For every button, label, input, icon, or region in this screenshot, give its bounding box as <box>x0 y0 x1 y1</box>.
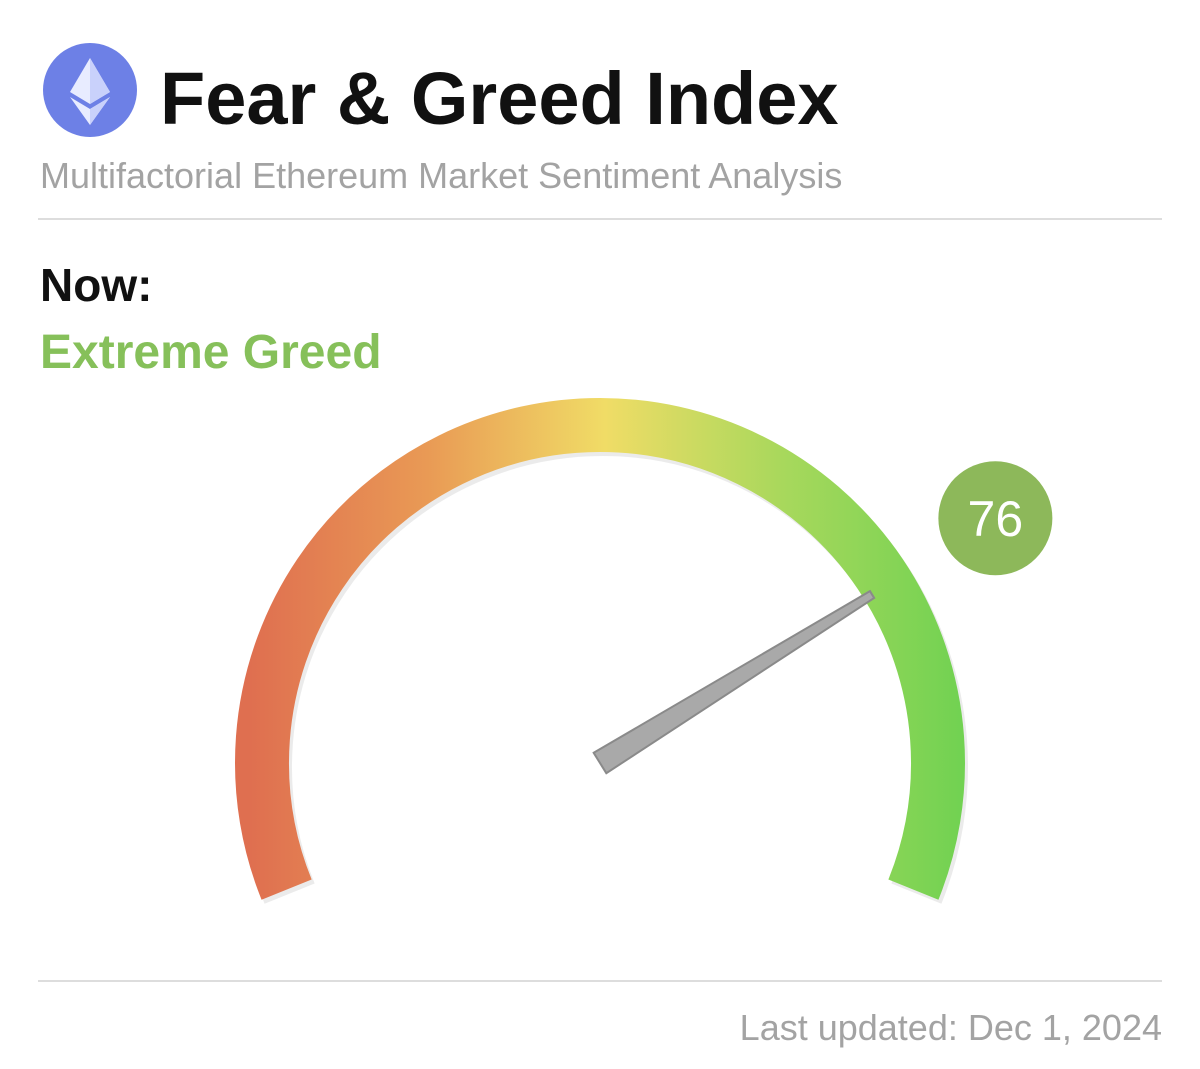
footer: Last updated: Dec 1, 2024 <box>740 1007 1162 1048</box>
gauge: 76 <box>235 398 1053 904</box>
value-label: 76 <box>968 491 1024 547</box>
gauge-arc <box>235 398 965 900</box>
eth-icon <box>43 43 137 137</box>
needle <box>592 589 876 775</box>
subtitle: Multifactorial Ethereum Market Sentiment… <box>40 155 842 196</box>
status-heading: Now: <box>40 259 152 311</box>
status: Extreme Greed <box>40 326 382 379</box>
title: Fear & Greed Index <box>160 57 839 140</box>
value-badge <box>938 461 1053 576</box>
